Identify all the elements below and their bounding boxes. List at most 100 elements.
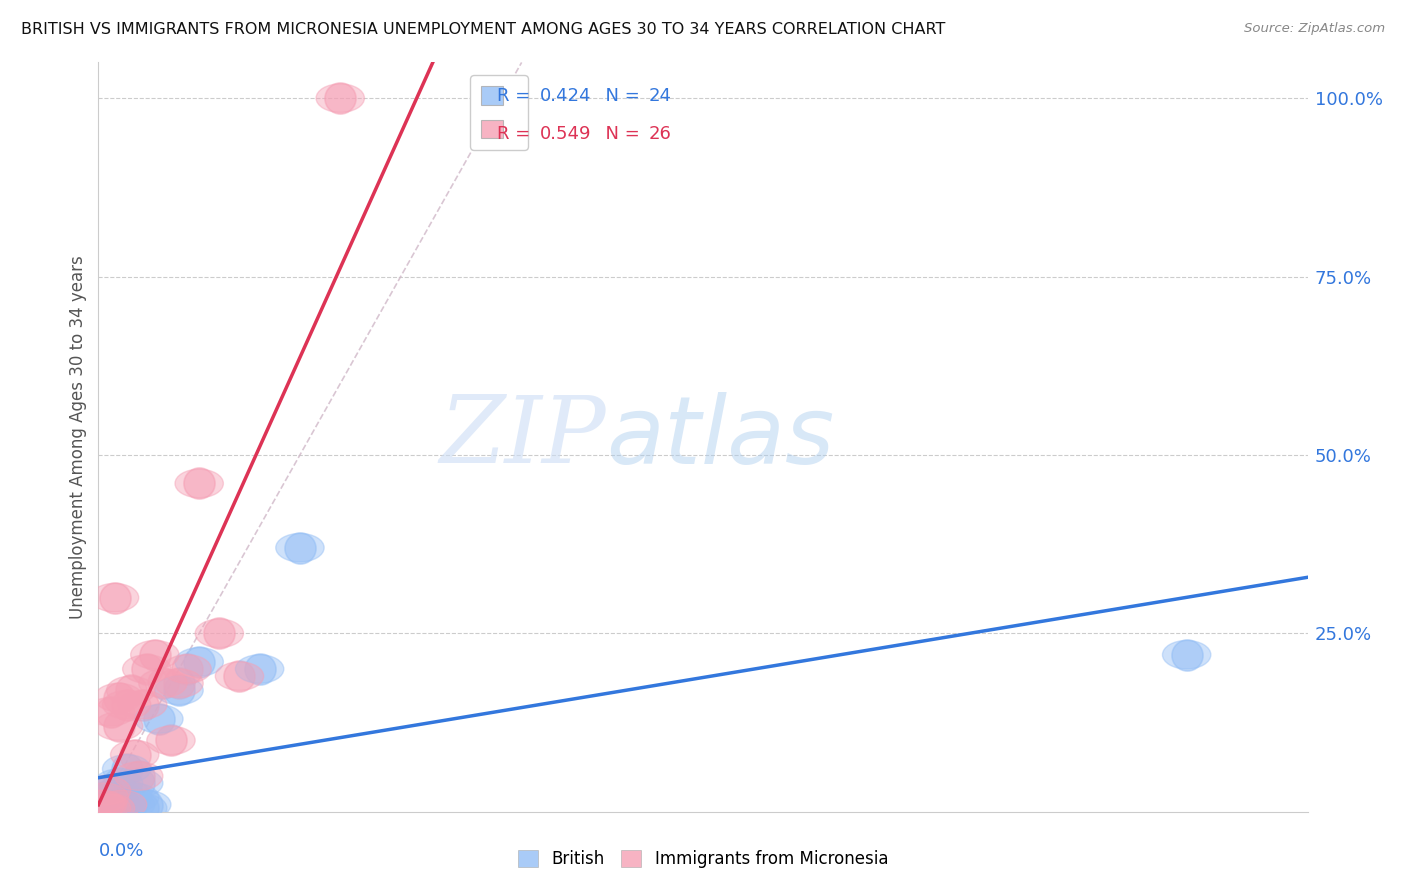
- Point: [188, 476, 211, 491]
- Point: [132, 801, 155, 815]
- Ellipse shape: [114, 762, 163, 790]
- Point: [167, 676, 190, 690]
- Point: [124, 790, 146, 805]
- Ellipse shape: [235, 655, 284, 683]
- Ellipse shape: [94, 794, 143, 822]
- Ellipse shape: [155, 676, 204, 705]
- Point: [93, 790, 115, 805]
- Text: N =: N =: [595, 87, 645, 105]
- Ellipse shape: [111, 783, 159, 812]
- Point: [115, 698, 138, 712]
- Ellipse shape: [86, 794, 135, 822]
- Point: [152, 676, 174, 690]
- Point: [167, 683, 190, 698]
- Legend: , : ,: [470, 75, 529, 150]
- Ellipse shape: [122, 790, 172, 819]
- Point: [124, 747, 146, 762]
- Ellipse shape: [76, 794, 125, 822]
- Ellipse shape: [139, 669, 187, 698]
- Ellipse shape: [83, 783, 131, 812]
- Ellipse shape: [195, 619, 243, 648]
- Point: [107, 776, 129, 790]
- Ellipse shape: [107, 790, 155, 819]
- Text: R =: R =: [498, 87, 537, 105]
- Ellipse shape: [276, 533, 325, 562]
- Text: 24: 24: [648, 87, 672, 105]
- Point: [100, 705, 122, 719]
- Ellipse shape: [174, 648, 224, 676]
- Ellipse shape: [215, 662, 264, 690]
- Point: [135, 797, 157, 812]
- Ellipse shape: [94, 769, 143, 797]
- Point: [1175, 648, 1198, 662]
- Ellipse shape: [174, 469, 224, 498]
- Point: [111, 790, 134, 805]
- Text: 0.0%: 0.0%: [98, 842, 143, 860]
- Point: [111, 797, 134, 812]
- Point: [135, 662, 157, 676]
- Ellipse shape: [146, 726, 195, 755]
- Point: [96, 797, 118, 812]
- Point: [120, 797, 142, 812]
- Point: [91, 797, 114, 812]
- Point: [143, 648, 166, 662]
- Point: [103, 783, 125, 797]
- Ellipse shape: [79, 790, 127, 819]
- Ellipse shape: [90, 583, 139, 612]
- Ellipse shape: [90, 790, 139, 819]
- Point: [160, 733, 183, 747]
- Ellipse shape: [86, 783, 135, 812]
- Ellipse shape: [94, 712, 143, 740]
- Point: [96, 801, 118, 815]
- Point: [208, 626, 231, 640]
- Ellipse shape: [131, 640, 179, 669]
- Ellipse shape: [122, 655, 172, 683]
- Ellipse shape: [83, 776, 131, 805]
- Ellipse shape: [163, 655, 211, 683]
- Text: Source: ZipAtlas.com: Source: ZipAtlas.com: [1244, 22, 1385, 36]
- Ellipse shape: [118, 794, 167, 822]
- Ellipse shape: [86, 698, 135, 726]
- Ellipse shape: [135, 705, 183, 733]
- Ellipse shape: [155, 669, 204, 698]
- Text: 0.549: 0.549: [540, 125, 592, 143]
- Text: 0.424: 0.424: [540, 87, 592, 105]
- Point: [100, 801, 122, 815]
- Point: [107, 719, 129, 733]
- Ellipse shape: [107, 676, 155, 705]
- Ellipse shape: [80, 794, 129, 822]
- Point: [107, 801, 129, 815]
- Y-axis label: Unemployment Among Ages 30 to 34 years: Unemployment Among Ages 30 to 34 years: [69, 255, 87, 619]
- Text: atlas: atlas: [606, 392, 835, 483]
- Ellipse shape: [98, 783, 146, 812]
- Point: [107, 690, 129, 705]
- Ellipse shape: [90, 776, 139, 805]
- Legend: British, Immigrants from Micronesia: British, Immigrants from Micronesia: [512, 843, 894, 875]
- Point: [176, 662, 198, 676]
- Point: [100, 801, 122, 815]
- Ellipse shape: [114, 769, 163, 797]
- Point: [188, 655, 211, 669]
- Text: BRITISH VS IMMIGRANTS FROM MICRONESIA UNEMPLOYMENT AMONG AGES 30 TO 34 YEARS COR: BRITISH VS IMMIGRANTS FROM MICRONESIA UN…: [21, 22, 945, 37]
- Point: [249, 662, 271, 676]
- Point: [89, 797, 111, 812]
- Ellipse shape: [98, 790, 146, 819]
- Ellipse shape: [111, 740, 159, 769]
- Point: [103, 591, 125, 605]
- Point: [148, 712, 170, 726]
- Ellipse shape: [94, 683, 143, 712]
- Point: [128, 776, 150, 790]
- Ellipse shape: [316, 84, 364, 112]
- Text: 26: 26: [648, 125, 672, 143]
- Ellipse shape: [83, 790, 131, 819]
- Text: R =: R =: [498, 125, 537, 143]
- Point: [132, 698, 155, 712]
- Point: [89, 801, 111, 815]
- Text: ZIP: ZIP: [440, 392, 606, 482]
- Ellipse shape: [79, 790, 127, 819]
- Ellipse shape: [83, 794, 131, 822]
- Ellipse shape: [118, 690, 167, 719]
- Point: [100, 790, 122, 805]
- Point: [115, 762, 138, 776]
- Point: [103, 797, 125, 812]
